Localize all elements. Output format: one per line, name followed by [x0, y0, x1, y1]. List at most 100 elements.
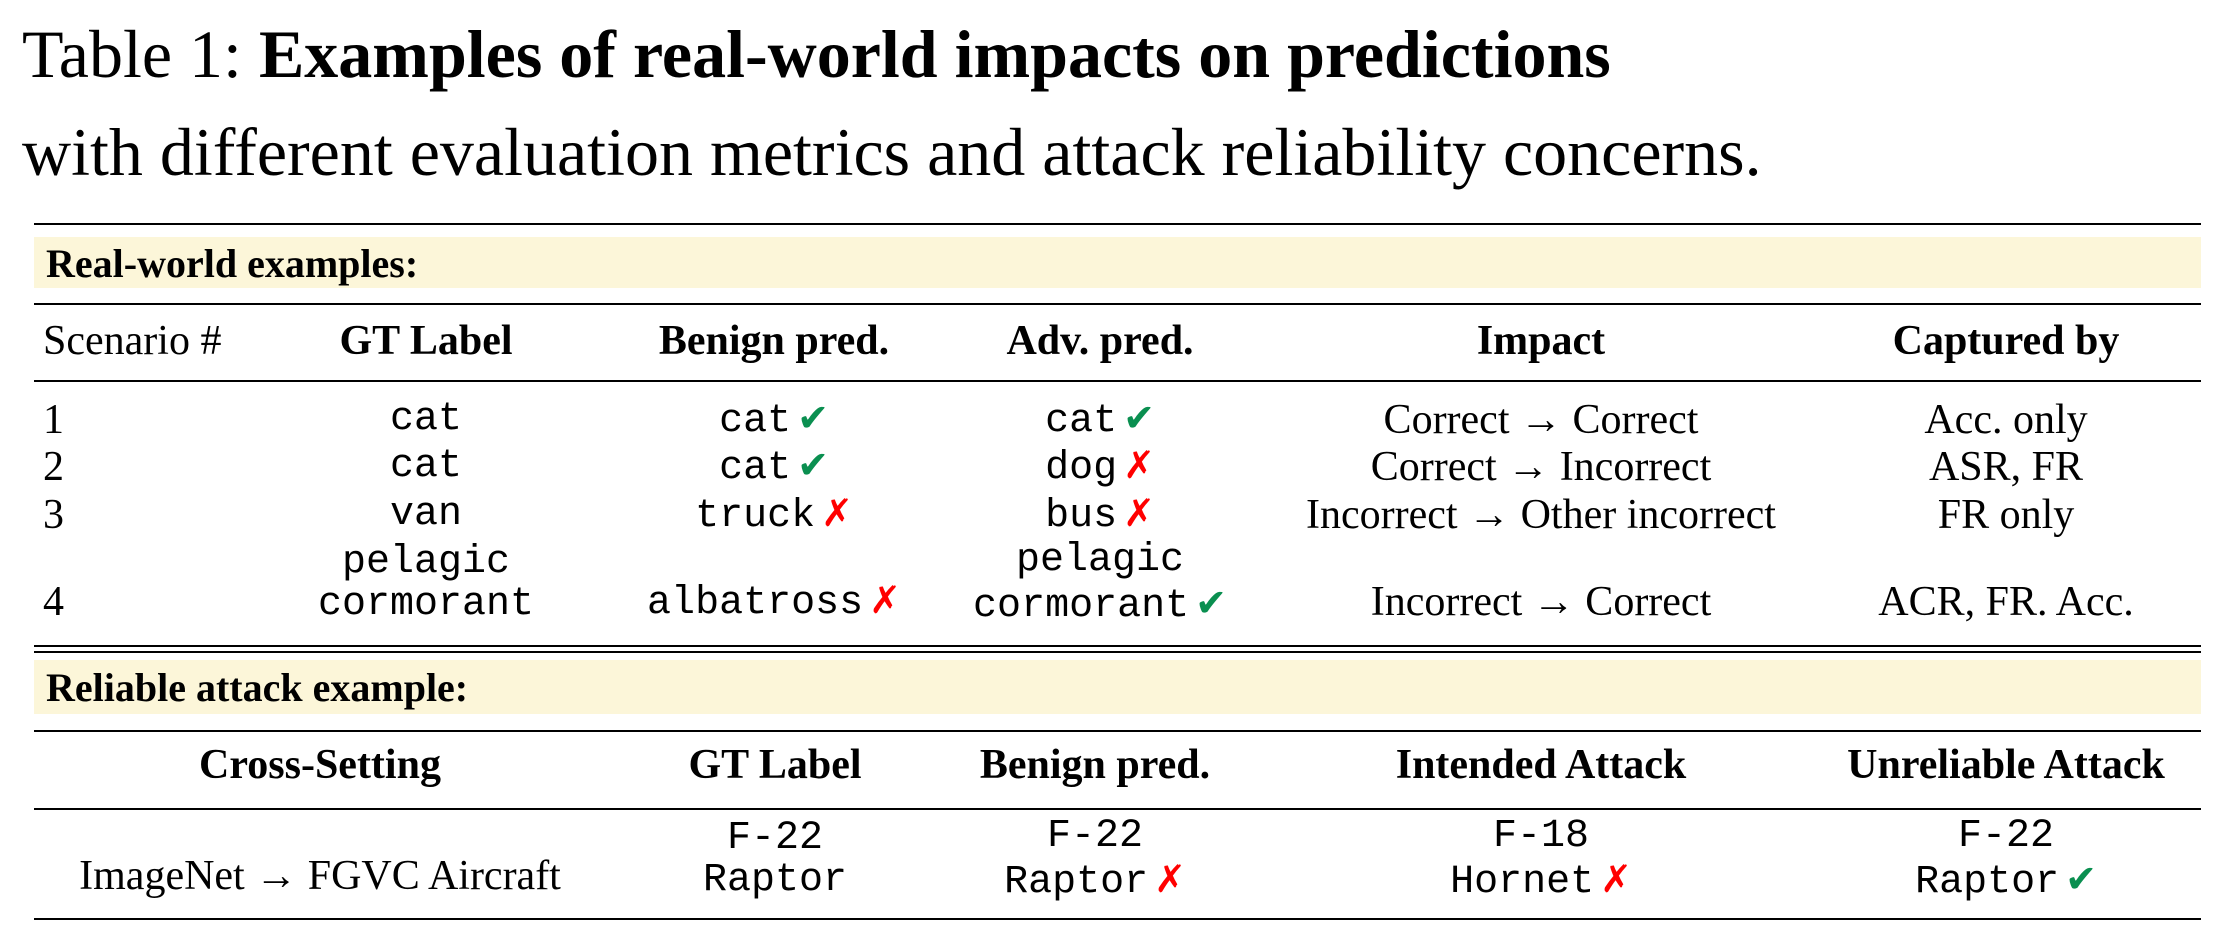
cross-icon: ✗	[1154, 857, 1186, 901]
cell-text: 4	[43, 579, 64, 625]
gt-label: pelagic cormorant	[318, 542, 534, 626]
table-caption-line-1: Table 1: Examples of real-world impacts …	[22, 20, 1611, 88]
top-rule	[34, 223, 2201, 225]
double-rule-bottom	[34, 651, 2201, 653]
scenario-number: 1	[43, 399, 64, 441]
rule	[34, 730, 2201, 732]
reliable-heading: Reliable attack example:	[46, 665, 469, 710]
check-icon: ✔	[1195, 581, 1227, 625]
cross-icon: ✗	[1600, 857, 1632, 901]
cell-text: cat	[389, 444, 463, 489]
column-header: Benign pred.	[980, 744, 1210, 786]
cross-icon: ✗	[1123, 443, 1155, 487]
cell-text: ImageNet → FGVC Aircraft	[79, 853, 561, 899]
column-header: Intended Attack	[1396, 744, 1687, 786]
scenario-number: 2	[43, 446, 64, 488]
column-header: Captured by	[1893, 320, 2120, 362]
cross-icon: ✗	[869, 578, 901, 622]
benign-pred: cat ✔	[719, 444, 829, 490]
cell-text: F-22	[1046, 814, 1143, 859]
impact: Incorrect → Correct	[1371, 581, 1712, 623]
cell-text: Benign pred.	[979, 742, 1211, 788]
rule	[34, 380, 2201, 382]
adv-pred: pelagic cormorant ✔	[973, 540, 1227, 628]
captured-by: Acc. only	[1924, 399, 2087, 441]
cell-text: bus	[1045, 494, 1118, 539]
benign-pred: truck ✗	[695, 492, 853, 538]
cell-text: pelagic	[1015, 538, 1185, 583]
check-icon: ✔	[2065, 857, 2097, 901]
adv-pred: dog ✗	[1045, 444, 1155, 490]
cell-text: Acc. only	[1924, 397, 2088, 443]
check-icon: ✔	[1123, 396, 1155, 440]
check-icon: ✔	[797, 396, 829, 440]
gt-label: F-22 Raptor	[703, 818, 847, 902]
column-header: GT Label	[339, 320, 512, 362]
caption-rest: with different evaluation metrics and at…	[22, 114, 1762, 190]
cell-text: Correct → Correct	[1383, 397, 1699, 443]
captured-by: ACR, FR. Acc.	[1878, 581, 2134, 623]
rule	[34, 303, 2201, 305]
cell-text: Raptor	[1004, 860, 1149, 905]
column-header: Scenario #	[43, 320, 221, 362]
cell-text: F-22	[1957, 814, 2054, 859]
bottom-rule	[34, 918, 2201, 920]
cell-text: 3	[43, 492, 64, 538]
cell-text: Raptor	[1915, 860, 2060, 905]
scenario-number: 4	[43, 581, 64, 623]
column-header: GT Label	[688, 744, 861, 786]
cell-text: 1	[43, 397, 64, 443]
cell-text: albatross	[647, 581, 864, 626]
cell-text: Cross-Setting	[199, 742, 441, 788]
cross-setting: ImageNet → FGVC Aircraft	[79, 855, 561, 897]
cell-text: GT Label	[339, 318, 513, 364]
cell-text: Scenario #	[43, 318, 222, 364]
intended-attack: F-18 Hornet ✗	[1450, 816, 1632, 904]
cell-text: pelagic	[341, 540, 511, 585]
impact: Correct → Correct	[1384, 399, 1699, 441]
caption-prefix: Table 1:	[22, 16, 259, 92]
captured-by: FR only	[1938, 494, 2075, 536]
cell-text: cat	[1045, 399, 1118, 444]
double-rule-top	[34, 645, 2201, 647]
cell-text: Unreliable Attack	[1847, 742, 2165, 788]
real-world-band	[34, 237, 2201, 288]
cell-text: ASR, FR	[1928, 444, 2084, 490]
cell-text: Impact	[1476, 318, 1606, 364]
reliable-band	[34, 660, 2201, 714]
benign-pred: albatross ✗	[647, 579, 901, 625]
cell-text: dog	[1045, 446, 1118, 491]
cell-text: Raptor	[702, 858, 848, 903]
column-header: Cross-Setting	[199, 744, 441, 786]
cross-icon: ✗	[821, 491, 853, 535]
cell-text: F-18	[1492, 814, 1589, 859]
cell-text: Intended Attack	[1395, 742, 1687, 788]
cell-text: cormorant	[317, 582, 535, 627]
cell-text: Captured by	[1892, 318, 2120, 364]
cell-text: cormorant	[973, 584, 1190, 629]
real-world-heading: Real-world examples:	[46, 241, 419, 286]
captured-by: ASR, FR	[1929, 446, 2083, 488]
column-header: Unreliable Attack	[1847, 744, 2165, 786]
impact: Incorrect → Other incorrect	[1306, 494, 1776, 536]
benign-pred: cat ✔	[719, 397, 829, 443]
benign-pred: F-22 Raptor ✗	[1004, 816, 1186, 904]
cell-text: 2	[43, 444, 64, 490]
gt-label: cat	[390, 399, 462, 441]
gt-label: van	[390, 494, 462, 536]
cell-text: F-22	[726, 816, 823, 861]
cell-text: Adv. pred.	[1006, 318, 1194, 364]
cell-text: Incorrect → Other incorrect	[1306, 492, 1776, 538]
cell-text: cat	[719, 399, 792, 444]
column-header: Impact	[1477, 320, 1605, 362]
column-header: Benign pred.	[659, 320, 889, 362]
cell-text: van	[389, 492, 463, 537]
impact: Correct → Incorrect	[1371, 446, 1712, 488]
rule	[34, 808, 2201, 810]
cell-text: Hornet	[1450, 860, 1595, 905]
gt-label: cat	[390, 446, 462, 488]
column-header: Adv. pred.	[1006, 320, 1193, 362]
cell-text: GT Label	[688, 742, 862, 788]
check-icon: ✔	[797, 443, 829, 487]
adv-pred: cat ✔	[1045, 397, 1155, 443]
